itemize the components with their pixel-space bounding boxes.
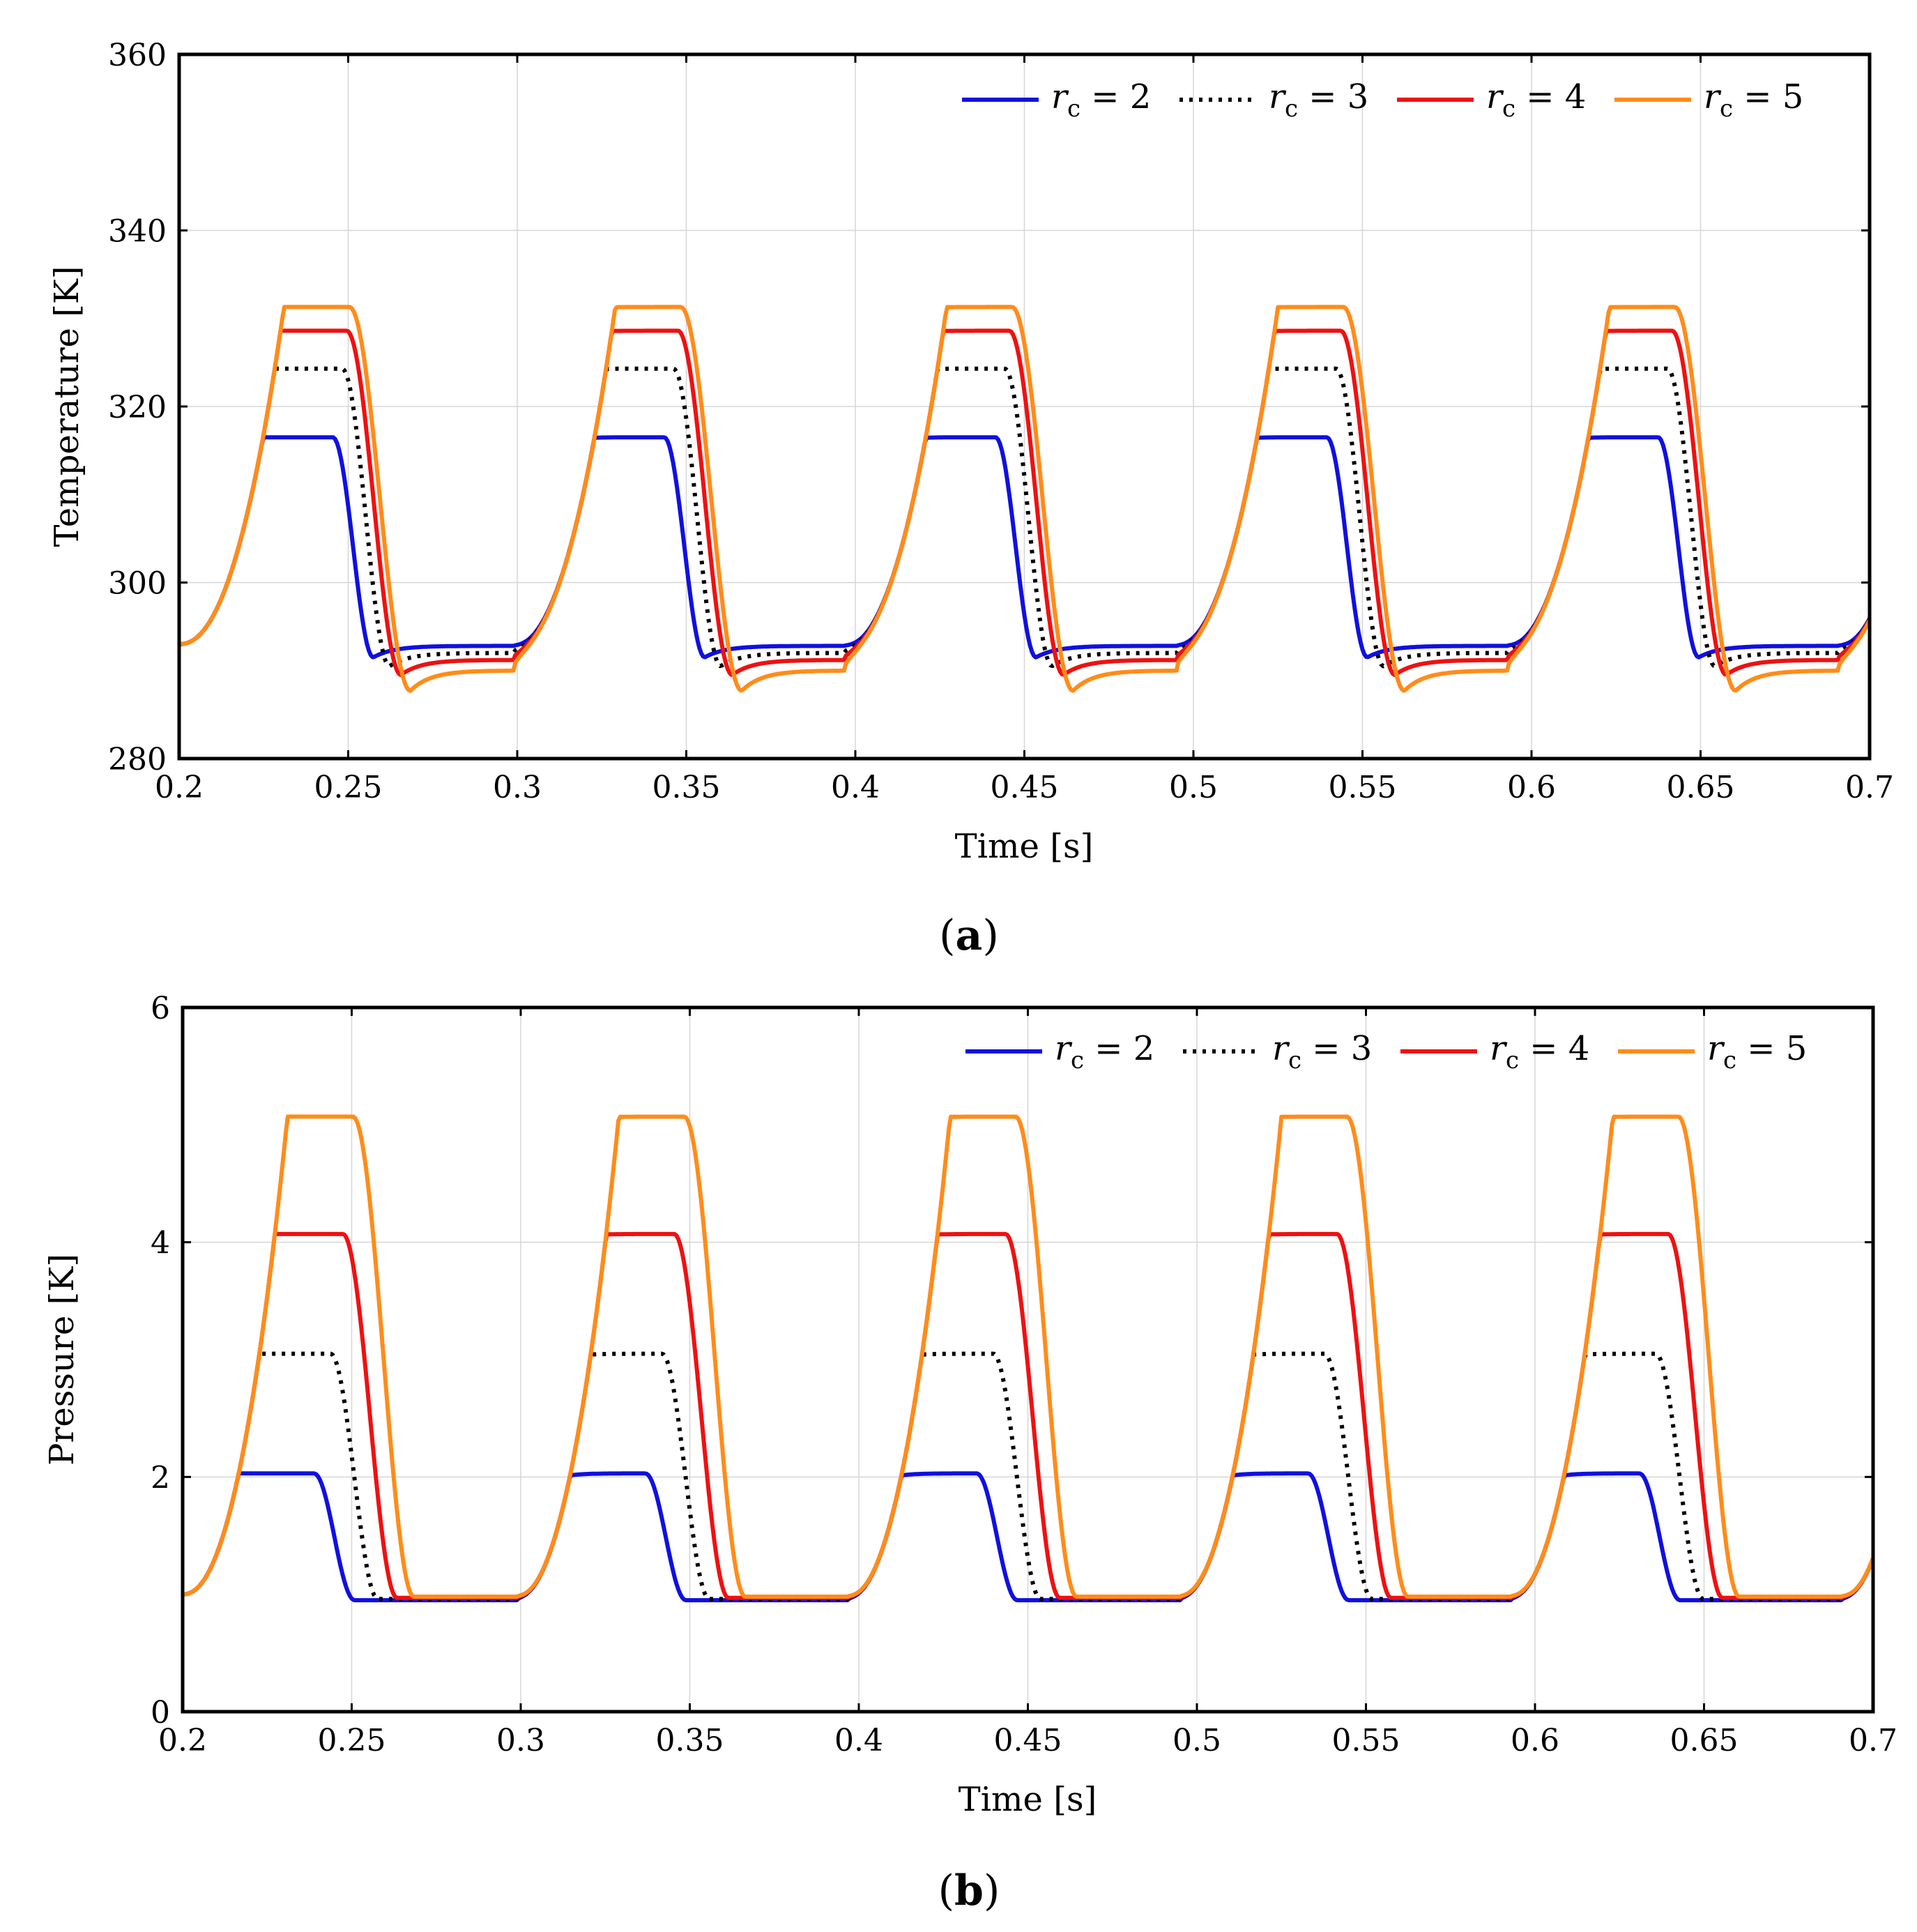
legend-a: rc = 2 rc = 3 rc = 4 rc = 5	[962, 77, 1803, 123]
y-axis-label-a: Temperature [K]	[47, 266, 86, 547]
legend-label-r-c-4: rc = 4	[1490, 1029, 1589, 1074]
legend-label-r-c-2: rc = 2	[1051, 77, 1151, 123]
x-tick-label: 0.6	[1507, 770, 1556, 805]
panel-b: 0.2 0.25 0.3 0.35 0.4 0.45 0.5 0.55 0.6 0.65 0.7 0 2…	[43, 991, 1897, 1915]
y-tick-label: 360	[108, 38, 167, 73]
y-tick-label: 320	[108, 390, 167, 425]
x-tick-label: 0.5	[1169, 770, 1218, 805]
legend-label-r-c-5: rc = 5	[1704, 77, 1803, 123]
panel-caption-b: (b)	[938, 1866, 1000, 1915]
x-tick-label: 0.55	[1329, 770, 1397, 805]
legend-label-r-c-5: rc = 5	[1707, 1029, 1807, 1074]
ticks-a: 0.2 0.25 0.3 0.35 0.4 0.45 0.5 0.55 0.6 0.65 0.7 28…	[108, 38, 1894, 805]
x-tick-label: 0.25	[318, 1723, 386, 1758]
ticks-b: 0.2 0.25 0.3 0.35 0.4 0.45 0.5 0.55 0.6 0.65 0.7 0 2…	[151, 991, 1897, 1758]
x-tick-label: 0.6	[1511, 1723, 1559, 1758]
x-tick-label: 0.5	[1173, 1723, 1221, 1758]
x-tick-label: 0.45	[991, 770, 1059, 805]
y-tick-label: 300	[108, 566, 167, 602]
x-tick-label: 0.3	[493, 770, 542, 805]
y-tick-label: 280	[108, 742, 167, 777]
y-tick-label: 4	[151, 1226, 170, 1261]
panel-a: 0.2 0.25 0.3 0.35 0.4 0.45 0.5 0.55 0.6 0.65 0.7 28…	[47, 38, 1894, 960]
x-tick-label: 0.35	[656, 1723, 724, 1758]
x-tick-label: 0.55	[1332, 1723, 1400, 1758]
series-line-r-c-5	[183, 1114, 1873, 1599]
legend-label-r-c-3: rc = 3	[1269, 77, 1368, 123]
panel-caption-a: (a)	[939, 911, 999, 960]
x-tick-label: 0.45	[994, 1723, 1062, 1758]
series-line-r-c-2	[183, 1471, 1873, 1603]
y-tick-label: 6	[151, 991, 170, 1026]
x-tick-label: 0.35	[652, 770, 721, 805]
x-tick-label: 0.7	[1849, 1723, 1897, 1758]
x-tick-label: 0.2	[158, 1723, 207, 1758]
series-line-r-c-5	[179, 305, 1870, 693]
series-group-b	[183, 1114, 1873, 1603]
x-tick-label: 0.3	[496, 1723, 545, 1758]
x-tick-label: 0.65	[1667, 770, 1735, 805]
x-tick-label: 0.4	[834, 1723, 883, 1758]
legend-b: rc = 2 rc = 3 rc = 4 rc = 5	[965, 1029, 1807, 1074]
y-tick-label: 2	[151, 1460, 170, 1496]
y-tick-label: 340	[108, 214, 167, 250]
x-axis-label-a: Time [s]	[955, 827, 1094, 866]
y-axis-label-b: Pressure [K]	[43, 1254, 82, 1466]
legend-label-r-c-4: rc = 4	[1486, 77, 1586, 123]
x-axis-label-b: Time [s]	[958, 1780, 1097, 1819]
x-tick-label: 0.7	[1845, 770, 1894, 805]
x-tick-label: 0.2	[155, 770, 204, 805]
legend-label-r-c-3: rc = 3	[1272, 1029, 1372, 1074]
x-tick-label: 0.65	[1670, 1723, 1739, 1758]
series-group-a	[179, 305, 1870, 693]
x-tick-label: 0.4	[831, 770, 880, 805]
legend-label-r-c-2: rc = 2	[1055, 1029, 1154, 1074]
y-tick-label: 0	[151, 1695, 170, 1731]
x-tick-label: 0.25	[314, 770, 383, 805]
